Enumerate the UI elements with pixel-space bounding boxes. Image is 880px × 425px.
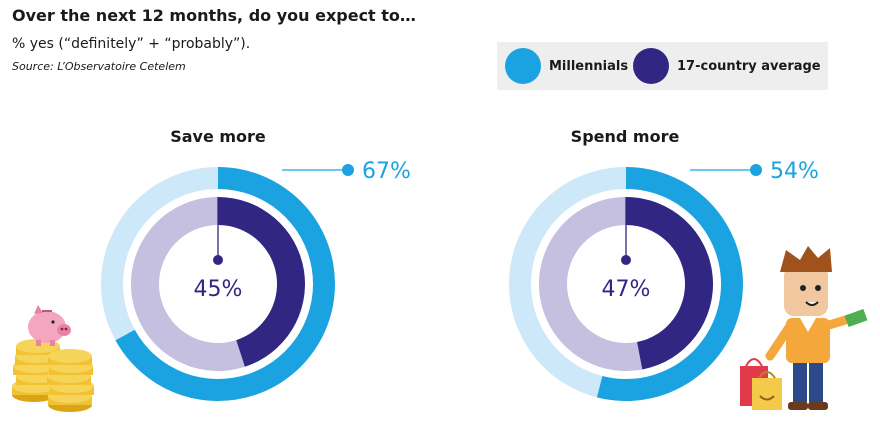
legend: Millennials 17-country average — [497, 42, 828, 90]
coin-stack-right — [47, 349, 94, 412]
page-subtitle: % yes (“definitely” + “probably”). — [12, 36, 251, 52]
shopping-bag-yellow — [752, 378, 782, 410]
value-label-millennials-save-more: 67% — [362, 159, 411, 184]
chart-title-spend-more: Spend more — [570, 127, 680, 146]
shopper-with-bags-illustration — [740, 246, 868, 410]
coin-stack-left — [12, 339, 60, 402]
ring-arc-average-spend-more — [626, 197, 713, 370]
value-label-millennials-spend-more: 54% — [770, 159, 819, 184]
money-bill — [844, 308, 868, 328]
legend-item-millennials: Millennials — [505, 42, 628, 90]
legend-swatch-millennials — [505, 48, 541, 84]
callout-dot-millennials-save-more — [342, 164, 354, 176]
chart-title-save-more: Save more — [170, 127, 266, 146]
callout-dot-average-save-more — [213, 255, 223, 265]
legend-swatch-average — [633, 48, 669, 84]
callout-dot-average-spend-more — [621, 255, 631, 265]
ring-track-millennials-spend-more — [509, 167, 626, 398]
donut-save-more: 67% 45% — [101, 159, 411, 402]
ring-track-millennials-save-more — [101, 167, 218, 341]
legend-item-average: 17-country average — [633, 42, 821, 90]
ring-arc-average-save-more — [218, 197, 305, 367]
donut-spend-more: 54% 47% — [509, 159, 819, 401]
legend-label-millennials: Millennials — [549, 58, 629, 74]
ring-track-average-save-more — [130, 197, 245, 371]
ring-arc-millennials-spend-more — [596, 167, 744, 401]
piggy-bank-coins-illustration — [12, 305, 94, 412]
source-note: Source: L’Observatoire Cetelem — [12, 60, 186, 73]
shopper-head — [784, 266, 828, 316]
value-label-average-save-more: 45% — [194, 277, 243, 302]
piggy-bank — [28, 305, 71, 346]
shopper-sweater — [786, 318, 830, 363]
ring-track-average-spend-more — [539, 197, 643, 371]
page-title: Over the next 12 months, do you expect t… — [12, 6, 416, 25]
callout-dot-millennials-spend-more — [750, 164, 762, 176]
legend-label-average: 17-country average — [677, 58, 821, 74]
value-label-average-spend-more: 47% — [602, 277, 651, 302]
